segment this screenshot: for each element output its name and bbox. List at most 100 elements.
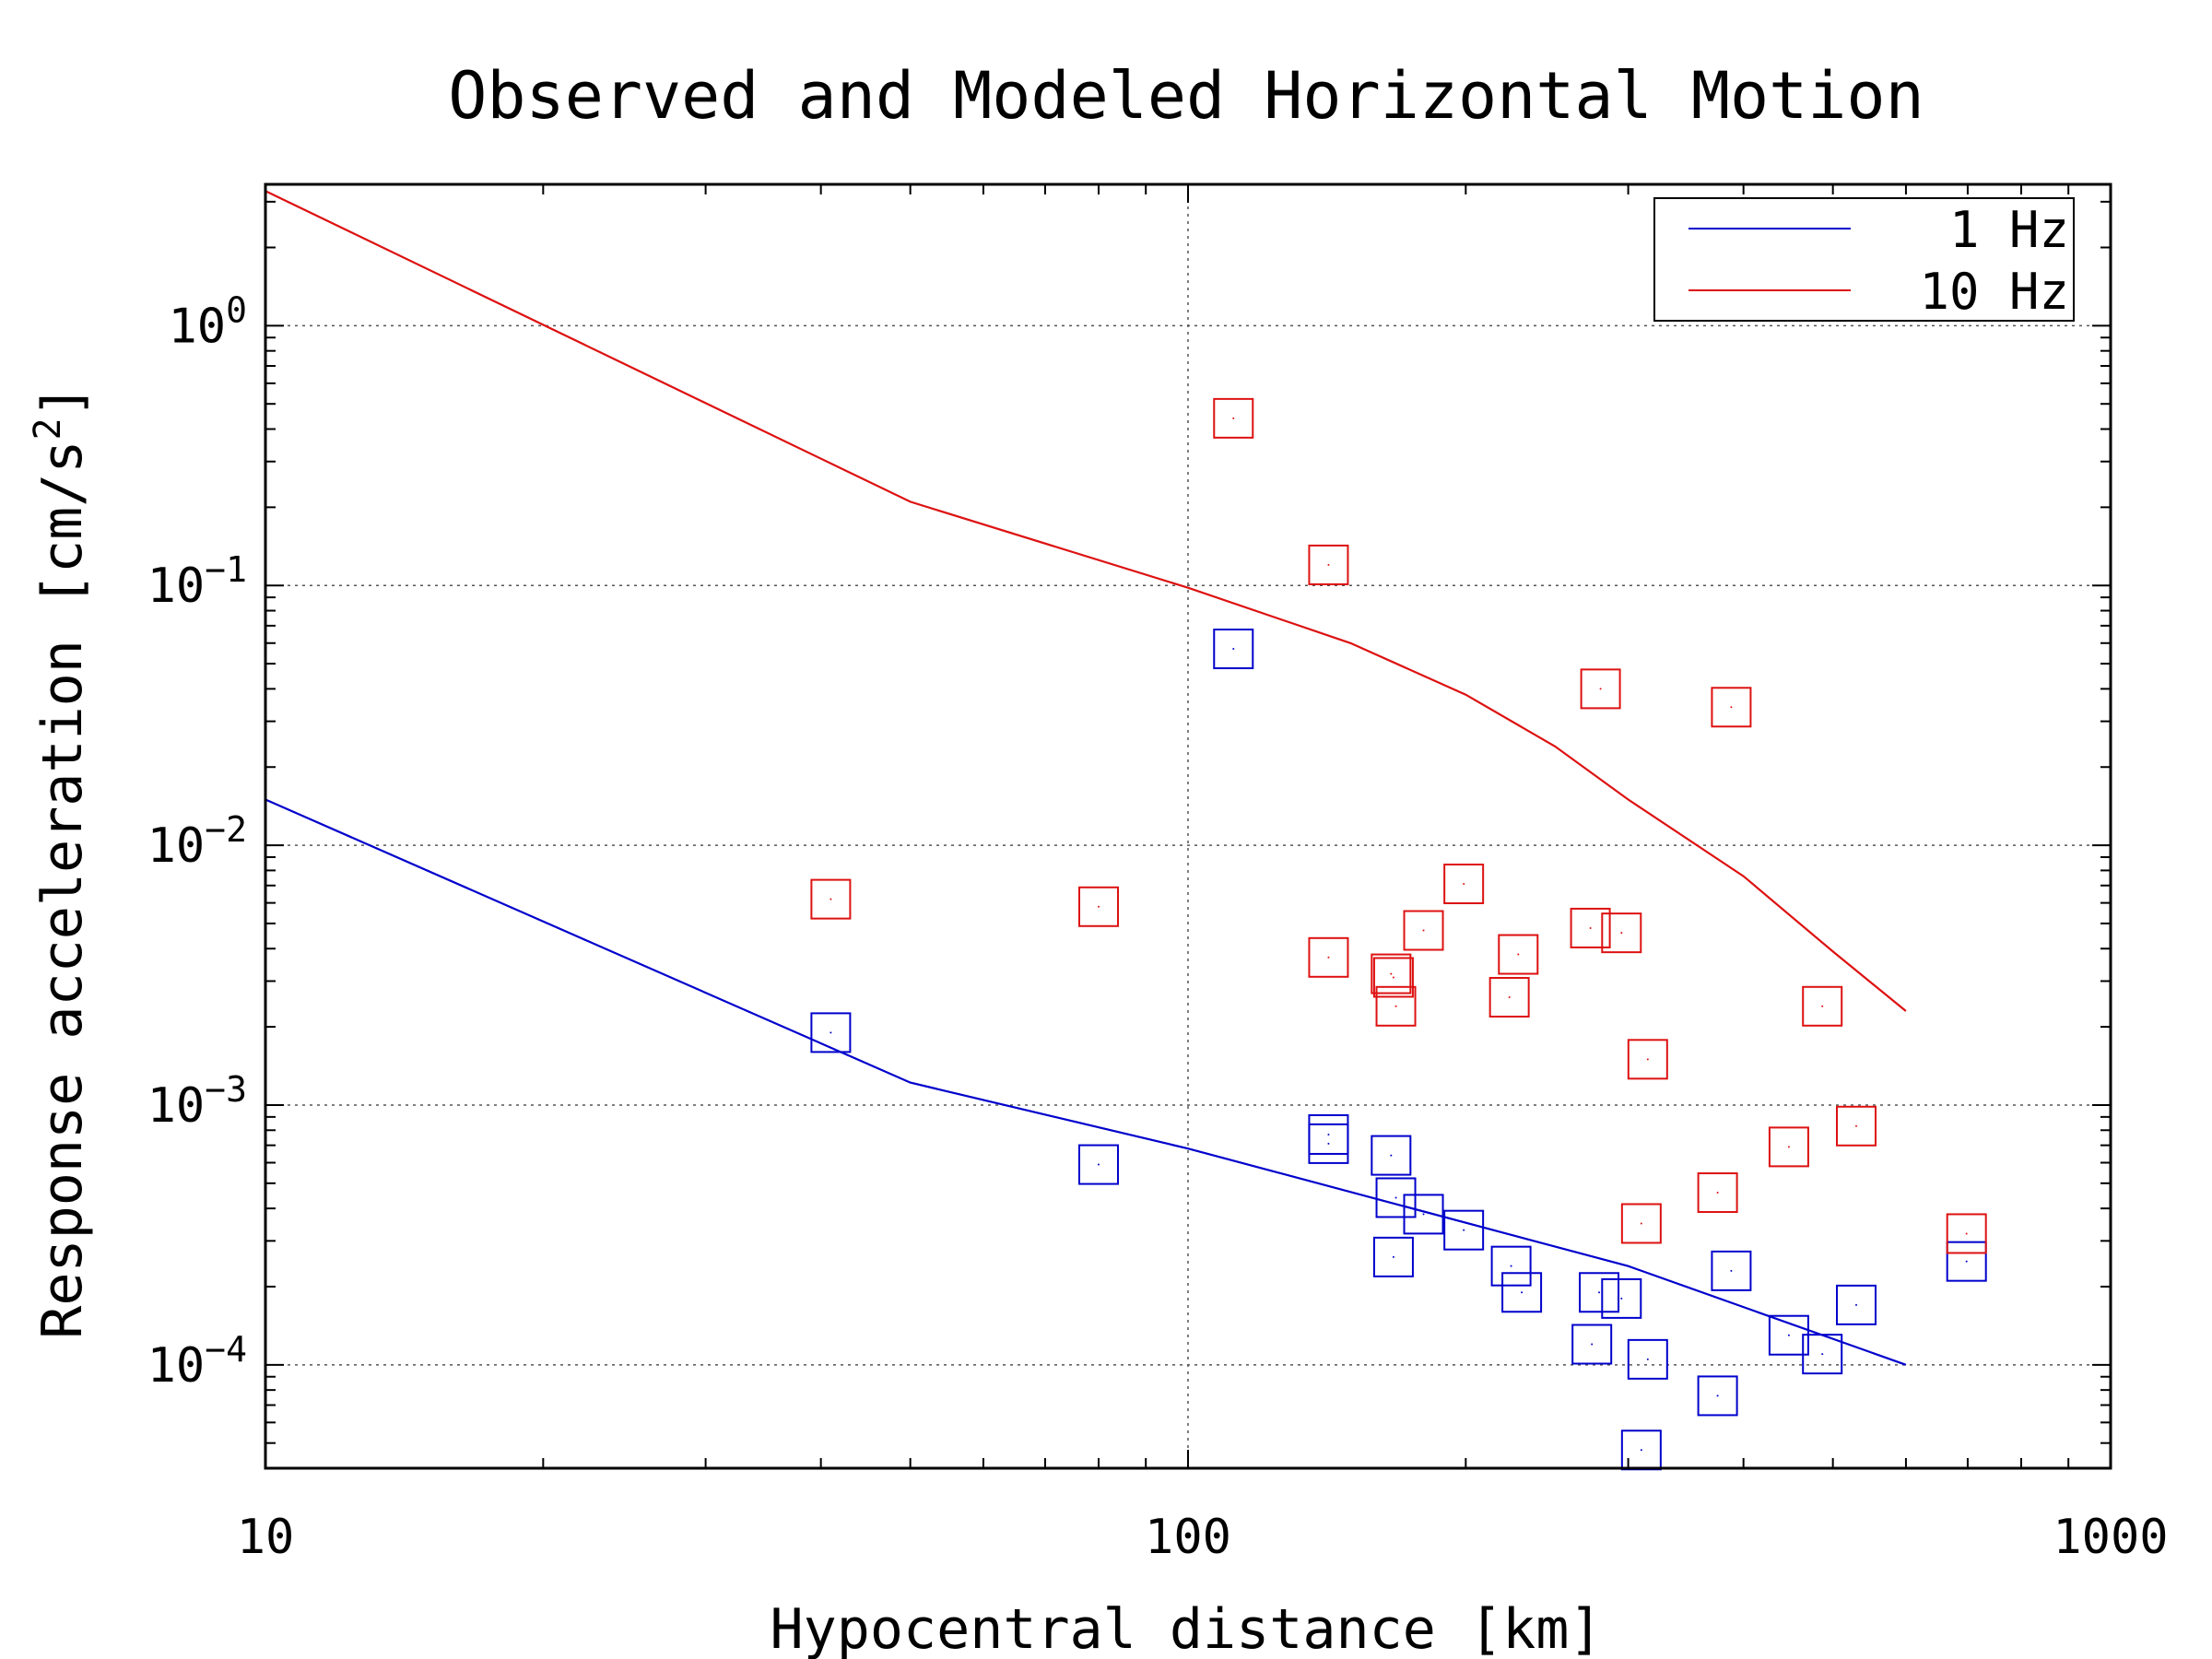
- observed-point-1hz: [1601, 1277, 1642, 1319]
- observed-point-center-10hz: [1589, 926, 1592, 929]
- observed-point-10hz: [1308, 544, 1349, 585]
- observed-point-10hz: [1372, 957, 1414, 998]
- observed-point-center-1hz: [1521, 1291, 1524, 1294]
- observed-point-1hz: [1802, 1334, 1843, 1375]
- observed-point-1hz: [1490, 1245, 1532, 1287]
- observed-point-center-10hz: [1646, 1058, 1649, 1061]
- observed-point-10hz: [1580, 668, 1621, 710]
- observed-point-1hz: [1375, 1177, 1417, 1218]
- y-tick-exponent: 0: [226, 289, 247, 330]
- observed-point-1hz: [1579, 1272, 1620, 1313]
- observed-point-10hz: [1213, 397, 1254, 439]
- y-tick-label: 10−1: [147, 549, 247, 614]
- observed-point-1hz: [1403, 1194, 1444, 1235]
- x-tick-label: 1000: [2053, 1510, 2168, 1565]
- y-tick-base: 10: [147, 559, 206, 614]
- observed-point-center-1hz: [1463, 1229, 1465, 1231]
- observed-point-center-1hz: [1965, 1260, 1968, 1263]
- observed-point-10hz: [1620, 1203, 1662, 1244]
- y-tick-base: 10: [147, 1078, 206, 1134]
- legend-label-1hz: 1 Hz: [1949, 201, 2069, 259]
- observed-point-center-1hz: [1591, 1343, 1594, 1346]
- observed-point-center-10hz: [1716, 1192, 1719, 1194]
- observed-point-center-10hz: [1821, 1005, 1824, 1007]
- observed-point-center-10hz: [1327, 956, 1330, 959]
- observed-point-center-10hz: [1599, 688, 1602, 690]
- model-line-10hz: [265, 190, 1907, 1012]
- observed-point-center-10hz: [1855, 1124, 1858, 1127]
- observed-point-10hz: [1308, 936, 1349, 978]
- observed-point-10hz: [810, 878, 852, 920]
- y-tick-exponent: −4: [205, 1329, 247, 1370]
- observed-point-1hz: [810, 1012, 852, 1053]
- y-tick-base: 10: [147, 818, 206, 874]
- observed-point-10hz: [1627, 1039, 1668, 1080]
- observed-point-center-10hz: [830, 898, 832, 900]
- observed-point-1hz: [1501, 1272, 1543, 1313]
- observed-point-center-1hz: [1392, 1255, 1394, 1258]
- observed-point-center-1hz: [1510, 1265, 1512, 1267]
- x-tick-label: 10: [237, 1510, 295, 1565]
- observed-point-center-10hz: [1640, 1222, 1642, 1225]
- observed-point-center-10hz: [1232, 417, 1235, 419]
- y-tick-base: 10: [168, 299, 226, 354]
- observed-point-center-10hz: [1327, 563, 1330, 566]
- observed-point-center-1hz: [1394, 1196, 1397, 1199]
- observed-point-center-1hz: [1422, 1213, 1425, 1216]
- observed-point-center-1hz: [1821, 1353, 1824, 1356]
- x-tick-label: 100: [1145, 1510, 1231, 1565]
- observed-point-center-1hz: [1390, 1154, 1393, 1157]
- observed-point-center-10hz: [1730, 706, 1733, 709]
- observed-point-1hz: [1308, 1123, 1349, 1164]
- y-axis-label-close: ]: [30, 384, 95, 418]
- observed-point-10hz: [1946, 1213, 1987, 1254]
- observed-point-center-1hz: [1787, 1334, 1790, 1336]
- observed-point-1hz: [1443, 1209, 1485, 1251]
- observed-point-1hz: [1077, 1144, 1119, 1185]
- y-tick-label: 10−4: [147, 1329, 247, 1394]
- observed-point-10hz: [1077, 886, 1119, 927]
- legend-label-10hz: 10 Hz: [1919, 263, 2069, 321]
- y-axis-label-superscript: 2: [27, 418, 69, 440]
- observed-point-center-1hz: [830, 1031, 832, 1034]
- y-tick-base: 10: [147, 1338, 206, 1394]
- observed-point-1hz: [1946, 1241, 1987, 1282]
- observed-point-1hz: [1371, 1135, 1412, 1176]
- y-tick-exponent: −3: [205, 1069, 247, 1110]
- observed-point-center-10hz: [1390, 972, 1393, 975]
- observed-point-10hz: [1375, 985, 1417, 1027]
- observed-point-1hz: [1213, 629, 1254, 670]
- observed-point-center-10hz: [1392, 976, 1394, 979]
- observed-point-center-1hz: [1620, 1297, 1623, 1300]
- observed-point-center-1hz: [1232, 648, 1235, 651]
- observed-point-center-10hz: [1422, 929, 1425, 932]
- series-10hz: [265, 190, 1987, 1254]
- observed-point-center-1hz: [1646, 1358, 1649, 1360]
- x-axis-label: Hypocentral distance [km]: [770, 1597, 1602, 1659]
- observed-point-center-10hz: [1463, 883, 1465, 886]
- y-tick-label: 100: [168, 289, 247, 354]
- y-tick-exponent: −1: [205, 549, 247, 590]
- legend: 1 Hz 10 Hz: [1653, 197, 2075, 322]
- plot-series: [265, 190, 1987, 1471]
- observed-point-center-10hz: [1508, 995, 1511, 998]
- y-tick-exponent: −2: [205, 809, 247, 850]
- legend-box: [1653, 197, 2075, 322]
- observed-point-center-1hz: [1730, 1269, 1733, 1272]
- chart-title: Observed and Modeled Horizontal Motion: [448, 58, 1924, 134]
- observed-point-center-1hz: [1598, 1291, 1601, 1294]
- observed-point-center-1hz: [1097, 1163, 1100, 1166]
- observed-point-center-1hz: [1327, 1142, 1330, 1145]
- observed-point-1hz: [1571, 1324, 1613, 1365]
- observed-point-center-1hz: [1327, 1133, 1330, 1135]
- grid: [265, 184, 2111, 1468]
- observed-point-10hz: [1403, 910, 1444, 951]
- x-tick-labels: 10 100 1000: [237, 1510, 2169, 1565]
- plot-frame: [264, 182, 2112, 1470]
- observed-point-center-10hz: [1965, 1232, 1968, 1235]
- observed-point-10hz: [1836, 1105, 1877, 1147]
- model-line-1hz: [265, 798, 1907, 1366]
- observed-point-10hz: [1697, 1172, 1738, 1214]
